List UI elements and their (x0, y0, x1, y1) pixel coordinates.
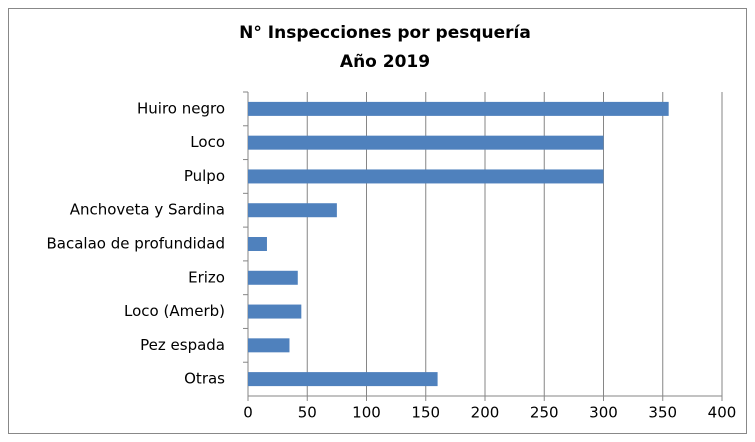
x-tick-label: 50 (298, 404, 317, 422)
bar (248, 169, 604, 184)
bar (248, 101, 669, 116)
bar (248, 338, 290, 353)
x-tick-label: 200 (471, 404, 500, 422)
bar (248, 304, 302, 319)
x-tick-label: 150 (411, 404, 440, 422)
y-tick-label: Loco (190, 133, 225, 151)
chart-border (8, 8, 747, 434)
y-tick-label: Pez espada (140, 336, 225, 354)
x-tick-label: 0 (243, 404, 253, 422)
chart-title: N° Inspecciones por pesquería (239, 23, 531, 43)
chart-subtitle: Año 2019 (340, 52, 430, 72)
bar (248, 135, 604, 150)
x-tick-label: 350 (648, 404, 677, 422)
bar (248, 372, 438, 387)
y-tick-label: Otras (184, 370, 225, 388)
bar (248, 237, 267, 251)
y-tick-label: Anchoveta y Sardina (70, 201, 225, 219)
bar (248, 203, 337, 218)
y-tick-label: Pulpo (184, 167, 225, 185)
x-tick-label: 400 (708, 404, 737, 422)
x-tick-label: 250 (530, 404, 559, 422)
x-tick-label: 300 (589, 404, 618, 422)
y-tick-label: Loco (Amerb) (124, 302, 225, 320)
x-tick-label: 100 (352, 404, 381, 422)
bar (248, 270, 298, 285)
y-tick-label: Huiro negro (137, 99, 225, 117)
y-tick-label: Erizo (188, 268, 225, 286)
y-tick-label: Bacalao de profundidad (47, 235, 226, 253)
